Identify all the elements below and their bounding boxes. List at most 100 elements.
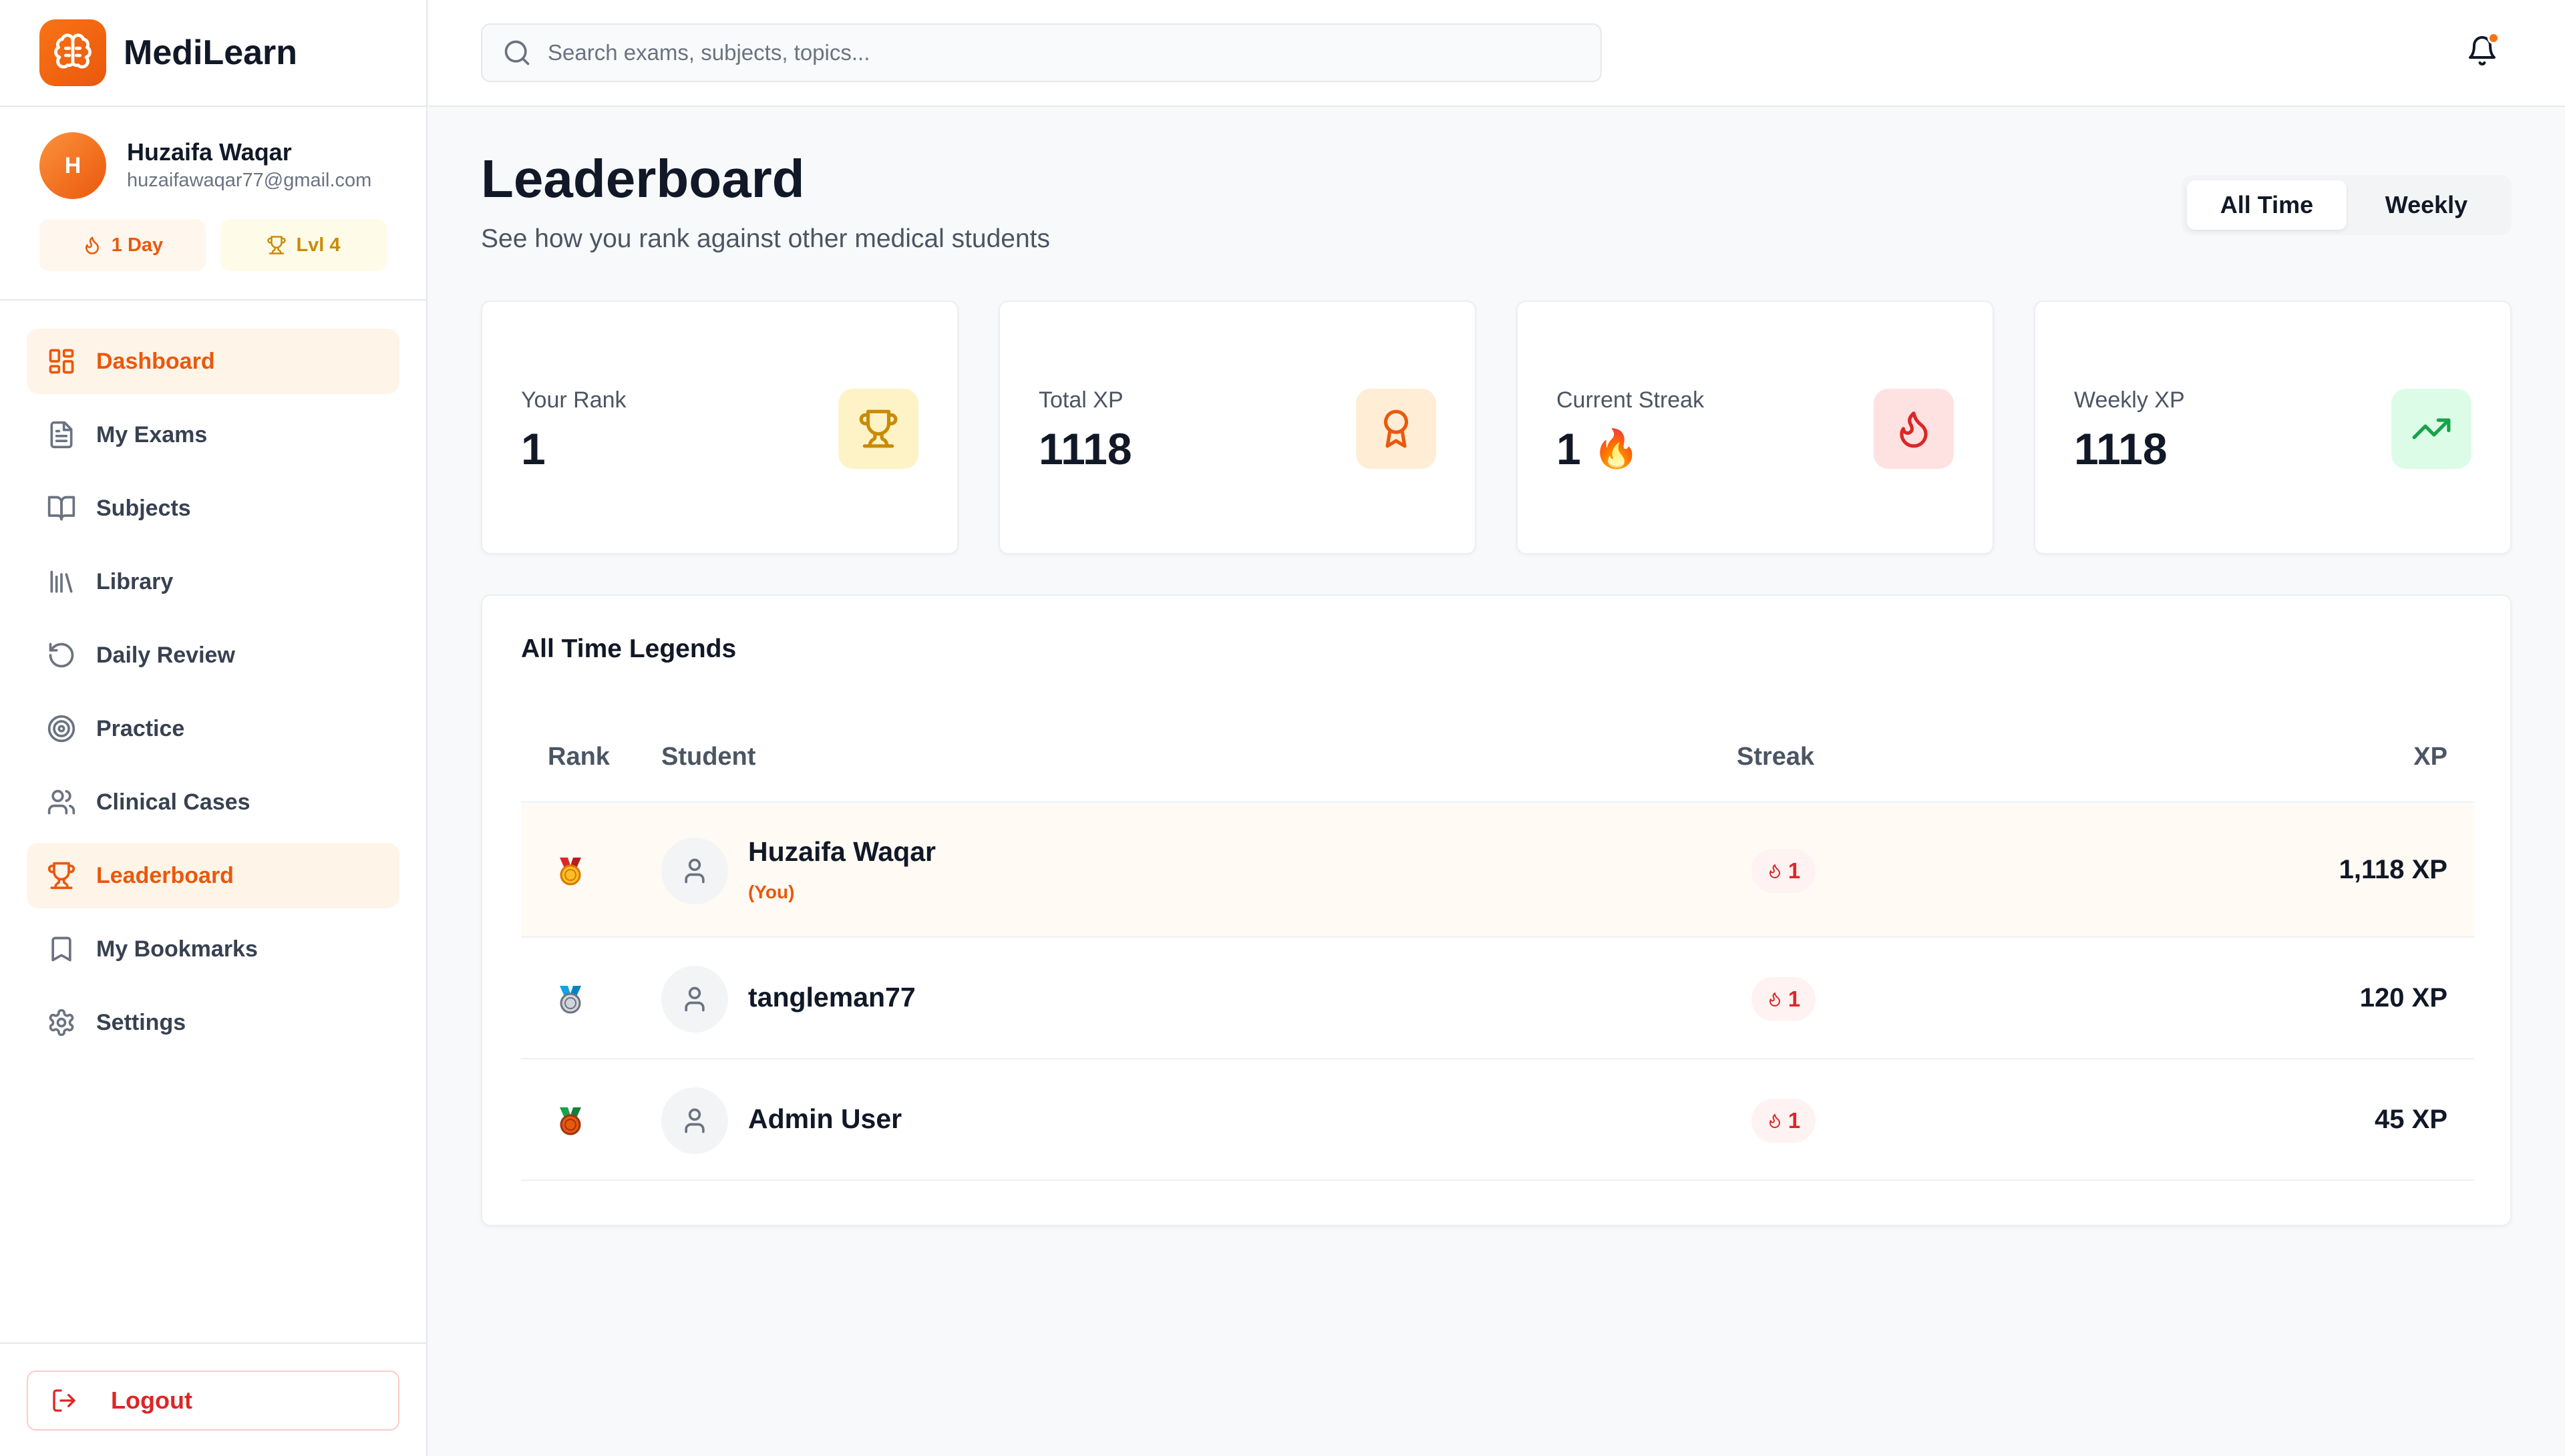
table-header: Rank Student Streak XP [521, 709, 2474, 803]
xp-value: 1,118 XP [2339, 855, 2447, 884]
streak-badge: 1 [1751, 849, 1816, 893]
gold-medal-icon [554, 855, 586, 887]
student-name: Huzaifa Waqar [748, 836, 936, 867]
table-row[interactable]: Admin User 1 45 XP [521, 1061, 2474, 1181]
gear-icon [47, 1008, 76, 1037]
sidebar-item-my-exams[interactable]: My Exams [27, 402, 399, 468]
leaderboard-card: All Time Legends Rank Student Streak XP … [481, 594, 2512, 1226]
stat-value-text: 1 [521, 424, 546, 474]
all-time-tab[interactable]: All Time [2187, 180, 2347, 230]
app-name: MediLearn [124, 33, 298, 72]
user-email: huzaifawaqar77@gmail.com [127, 170, 372, 191]
search-bar[interactable] [481, 23, 1602, 82]
stat-card-total-xp: Total XP 1118 [999, 301, 1476, 554]
sidebar-item-leaderboard[interactable]: Leaderboard [27, 843, 399, 908]
sidebar-footer: Logout [0, 1342, 426, 1456]
flame-icon [1767, 863, 1783, 879]
page-subtitle: See how you rank against other medical s… [481, 224, 1051, 253]
flame-icon [1874, 389, 1954, 469]
notifications-button[interactable] [2466, 32, 2504, 72]
file-text-icon [47, 420, 76, 449]
bookmark-icon [47, 934, 76, 964]
stat-value: 1118 [2074, 423, 2168, 474]
book-open-icon [47, 494, 76, 523]
sidebar: MediLearn H Huzaifa Waqar huzaifawaqar77… [0, 0, 428, 1456]
student-name: Admin User [748, 1103, 902, 1134]
sidebar-item-clinical-cases[interactable]: Clinical Cases [27, 769, 399, 835]
stat-label: Your Rank [521, 387, 627, 413]
stat-card-rank: Your Rank 1 [481, 301, 959, 554]
streak-value: 1 [1787, 858, 1801, 883]
avatar [661, 838, 728, 904]
sidebar-item-practice[interactable]: Practice [27, 696, 399, 761]
column-header-streak: Streak [1737, 743, 1815, 771]
brand[interactable]: MediLearn [0, 0, 426, 107]
column-header-student: Student [661, 743, 756, 771]
sidebar-item-subjects[interactable]: Subjects [27, 476, 399, 541]
stat-value-text: 1118 [1039, 424, 1132, 474]
stat-label: Total XP [1039, 387, 1124, 413]
sidebar-item-label: Settings [96, 1009, 186, 1035]
flame-icon [82, 235, 102, 255]
period-toggle: All Time Weekly [2182, 175, 2512, 235]
stat-value-text: 1 [1556, 424, 1581, 474]
stat-value: 1 [521, 423, 546, 474]
trophy-icon [838, 389, 918, 469]
table-row[interactable]: Huzaifa Waqar (You) 1 1,118 XP [521, 804, 2474, 938]
sidebar-item-label: Leaderboard [96, 862, 234, 888]
flame-icon [1767, 991, 1783, 1007]
sidebar-item-label: Daily Review [96, 642, 235, 668]
trophy-icon [47, 861, 76, 890]
notification-dot [2488, 32, 2500, 44]
table-row[interactable]: tangleman77 1 120 XP [521, 939, 2474, 1059]
sidebar-item-label: Dashboard [96, 348, 215, 374]
sidebar-item-label: Subjects [96, 495, 191, 521]
sidebar-item-label: Practice [96, 715, 185, 741]
flame-icon [1767, 1113, 1783, 1129]
level-pill-label: Lvl 4 [296, 234, 341, 256]
stat-value: 1118 [1039, 423, 1132, 474]
dashboard-grid-icon [47, 347, 76, 376]
logout-button[interactable]: Logout [27, 1371, 399, 1431]
sidebar-item-my-bookmarks[interactable]: My Bookmarks [27, 916, 399, 982]
xp-value: 45 XP [2375, 1105, 2447, 1134]
sidebar-item-dashboard[interactable]: Dashboard [27, 329, 399, 394]
bronze-medal-icon [554, 1105, 586, 1137]
sidebar-nav: Dashboard My Exams Subjects Library Dail… [0, 301, 426, 1055]
user-name: Huzaifa Waqar [127, 138, 292, 166]
topbar [429, 0, 2565, 107]
sidebar-item-settings[interactable]: Settings [27, 990, 399, 1055]
weekly-tab[interactable]: Weekly [2385, 191, 2468, 218]
bell-icon [2466, 35, 2504, 67]
rotate-ccw-icon [47, 641, 76, 670]
streak-badge: 1 [1751, 977, 1816, 1021]
streak-badge: 1 [1751, 1099, 1816, 1143]
streak-value: 1 [1787, 986, 1801, 1011]
silver-medal-icon [554, 983, 586, 1015]
stat-card-current-streak: Current Streak 1 🔥 [1516, 301, 1994, 554]
target-icon [47, 714, 76, 743]
stat-label: Weekly XP [2074, 387, 2185, 413]
column-header-rank: Rank [548, 743, 610, 771]
stats-row: Your Rank 1 Total XP 1118 Current Streak… [481, 301, 2512, 554]
brain-logo-icon [39, 19, 106, 86]
stat-value-text: 1118 [2074, 424, 2168, 474]
column-header-xp: XP [2413, 743, 2447, 771]
search-icon [502, 38, 532, 67]
users-icon [47, 787, 76, 817]
page-title: Leaderboard [481, 149, 805, 208]
xp-value: 120 XP [2359, 983, 2447, 1013]
fire-emoji-icon: 🔥 [1592, 427, 1640, 470]
sidebar-item-daily-review[interactable]: Daily Review [27, 622, 399, 688]
logout-icon [51, 1387, 77, 1414]
student-name: tangleman77 [748, 982, 916, 1013]
avatar [661, 966, 728, 1033]
stat-value: 1 🔥 [1556, 423, 1639, 474]
logout-label: Logout [111, 1387, 192, 1414]
streak-value: 1 [1787, 1108, 1801, 1133]
avatar [661, 1087, 728, 1154]
sidebar-item-library[interactable]: Library [27, 549, 399, 614]
search-input[interactable] [548, 40, 1550, 65]
avatar[interactable]: H [39, 132, 106, 199]
library-icon [47, 567, 76, 596]
